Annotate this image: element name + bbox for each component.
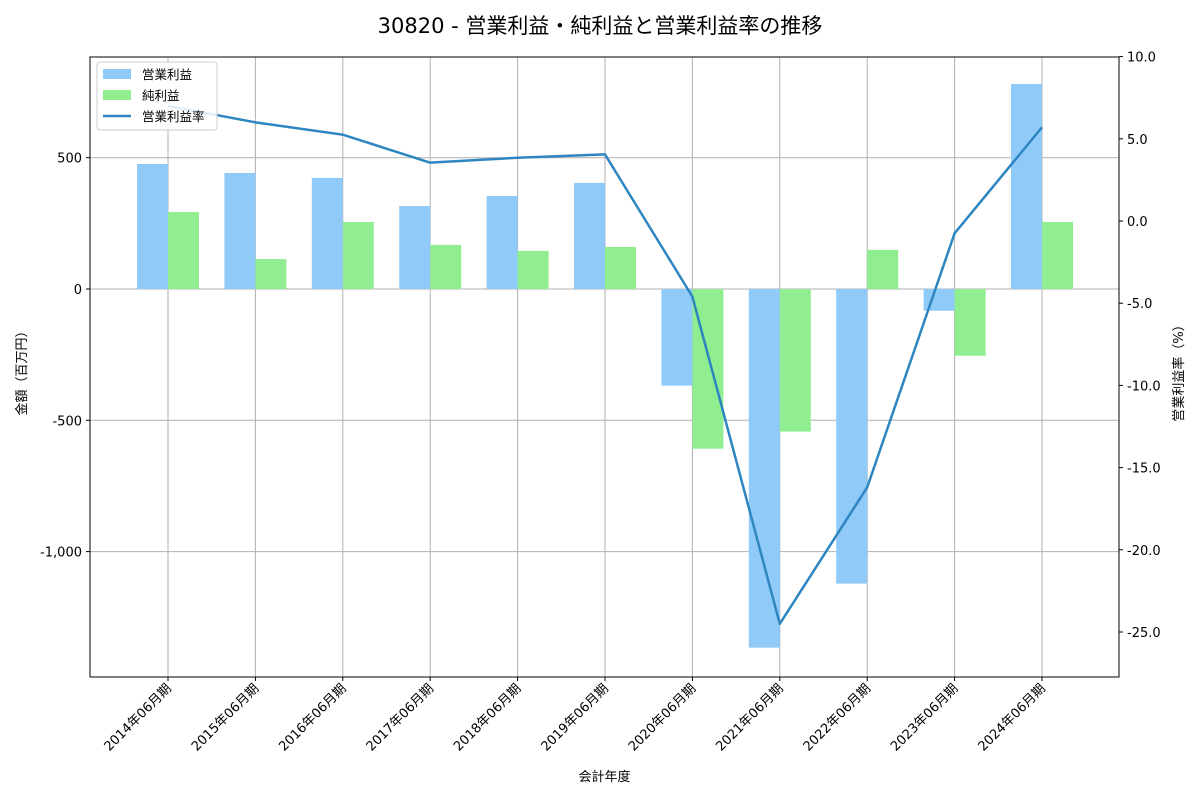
x-tick-label: 2017年06月期 [364,681,437,754]
y2-tick-label: 0.0 [1127,215,1148,230]
operating-profit-bar [224,172,256,289]
operating-profit-bar [137,164,168,289]
net-profit-bar [779,289,811,432]
y2-tick-label: 10.0 [1127,51,1156,66]
x-tick-label: 2024年06月期 [976,681,1049,754]
net-profit-bar [430,244,462,289]
y-tick-label: -500 [52,414,82,429]
operating-profit-bar [923,289,955,311]
y-axis-label: 金額（百万円） [14,324,30,415]
operating-profit-bar [574,182,605,289]
x-axis-label: 会計年度 [578,769,630,785]
net-profit-bar [517,250,549,289]
y2-tick-label: -5.0 [1127,297,1152,312]
net-profit-bar [867,249,899,289]
chart-title: 30820 - 営業利益・純利益と営業利益率の推移 [377,14,823,38]
legend-item-label: 営業利益率 [142,109,205,124]
x-tick-label: 2015年06月期 [189,681,262,754]
operating-margin-line [167,104,1043,626]
y-tick-label: 0 [74,283,82,298]
net-profit-bar [605,246,636,289]
x-tick-label: 2018年06月期 [451,681,524,754]
y2-tick-label: -15.0 [1127,462,1161,477]
legend-item-label: 営業利益 [142,67,192,82]
x-tick-label: 2022年06月期 [801,681,874,754]
operating-profit-bar [486,196,518,289]
x-tick-label: 2023年06月期 [888,681,961,754]
y-tick-label: 500 [57,152,82,167]
net-profit-bar [1042,222,1073,289]
y-tick-label: -1,000 [40,546,82,561]
operating-profit-bar [1011,83,1042,290]
grid-lines [90,57,1119,677]
bars [137,83,1073,648]
x-tick-label: 2020年06月期 [626,681,699,754]
y2-tick-label: -10.0 [1127,379,1161,394]
y2-axis-label: 営業利益率（%） [1171,318,1187,421]
x-tick-label: 2014年06月期 [102,681,175,754]
net-profit-bar [342,222,374,289]
y2-tick-label: 5.0 [1127,133,1148,148]
legend-item-label: 純利益 [142,88,180,103]
y2-tick-label: -25.0 [1127,626,1161,641]
y2-tick-label: -20.0 [1127,544,1161,559]
operating-profit-bar [836,289,868,584]
operating-profit-bar [748,289,780,648]
net-profit-bar [255,259,287,289]
operating-profit-bar [661,289,693,386]
net-profit-bar [168,212,199,289]
x-tick-label: 2016年06月期 [276,681,349,754]
x-tick-label: 2019年06月期 [539,681,612,754]
net-profit-bar [954,289,986,356]
x-tick-label: 2021年06月期 [713,681,786,754]
operating-profit-bar [399,206,431,289]
operating-profit-bar [311,177,343,289]
